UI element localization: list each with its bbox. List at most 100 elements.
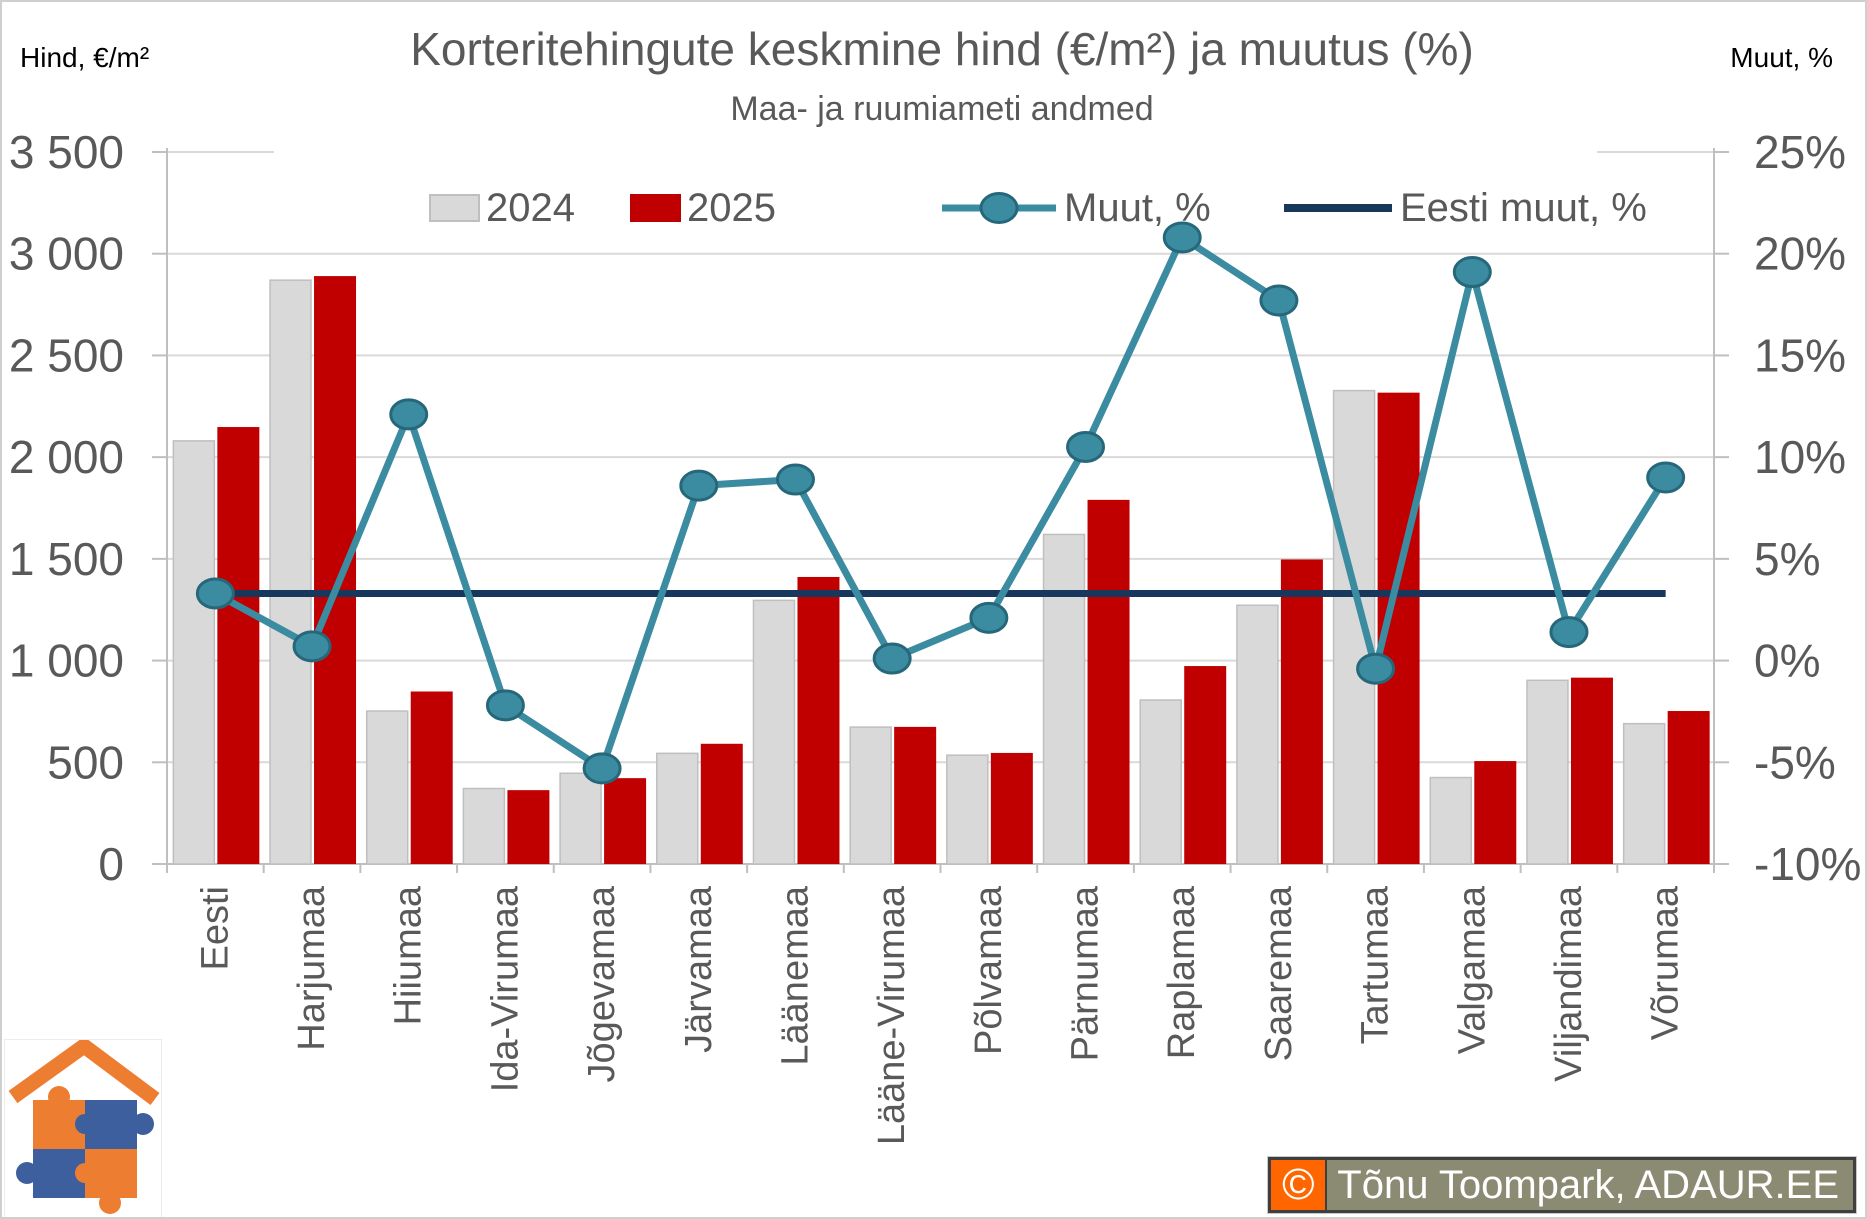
axes (152, 148, 1729, 873)
bar-2024-Valgamaa (1429, 776, 1473, 865)
left-axis-tick-label: 2 500 (9, 329, 124, 381)
legend-label-muut: Muut, % (1064, 185, 1211, 230)
right-axis-tick-label: 25% (1754, 126, 1846, 178)
bar-2024-Raplamaa (1139, 699, 1182, 865)
bar-2024-Läänemaa (752, 599, 796, 865)
adaur-logo (4, 1036, 162, 1217)
bar-2024-Ida-Virumaa (462, 787, 506, 865)
legend-label-eesti-muut: Eesti muut, % (1400, 185, 1647, 230)
right-axis-title: Muut, % (1730, 42, 1833, 73)
attribution-bar: © Tõnu Toompark, ADAUR.EE (1267, 1156, 1857, 1214)
muut-line-marker-icon (942, 192, 1056, 224)
bar-2025-Lääne-Virumaa (894, 726, 937, 864)
chart-subtitle: Maa- ja ruumiameti andmed (730, 90, 1154, 128)
axis-labels: 3 500 25% 3 000 20% 2 500 15% 2 000 10% 1 500 5% 1… (9, 126, 1862, 1145)
x-axis-label-Ida-Virumaa: Ida-Virumaa (484, 885, 526, 1092)
muut-line (213, 233, 1669, 772)
x-axis-label-Pärnumaa: Pärnumaa (1065, 885, 1107, 1061)
left-axis-tick-label: 2 000 (9, 431, 124, 483)
bar-2025-Võrumaa (1667, 711, 1710, 864)
legend-item-2024: 2024 (429, 184, 575, 232)
x-axis-label-Saaremaa: Saaremaa (1258, 885, 1300, 1061)
bar-2025-Harjumaa (314, 276, 357, 864)
legend-swatch-2025 (630, 194, 681, 222)
legend: 2024 2025 Muut, % Eesti muut, % (2, 184, 1865, 232)
bar-2024-Järvamaa (656, 752, 699, 865)
x-axis-label-Järvamaa: Järvamaa (678, 885, 720, 1053)
x-axis-label-Raplamaa: Raplamaa (1161, 885, 1203, 1059)
left-axis-title: Hind, €/m² (20, 42, 150, 73)
bar-2025-Jõgevamaa (604, 778, 647, 864)
bar-2024-Lääne-Virumaa (849, 726, 892, 865)
right-axis-tick-label: -5% (1754, 736, 1836, 788)
bar-2024-Harjumaa (269, 279, 312, 865)
bar-2025-Eesti (217, 427, 260, 864)
muut-marker-Tartumaa (1356, 652, 1396, 685)
bar-2025-Valgamaa (1474, 761, 1517, 864)
bar-2025-Järvamaa (700, 743, 743, 864)
left-axis-tick-label: 3 500 (9, 126, 124, 178)
bar-2024-Pärnumaa (1042, 533, 1086, 865)
left-axis-tick-label: 500 (47, 736, 124, 788)
eesti-muut-line-icon (1284, 204, 1392, 212)
x-axis-label-Põlvamaa: Põlvamaa (968, 885, 1010, 1055)
muut-marker-Saaremaa (1259, 284, 1299, 317)
x-axis-label-Jõgevamaa: Jõgevamaa (581, 885, 623, 1082)
lines (195, 221, 1686, 785)
muut-marker-Eesti (195, 577, 235, 610)
bar-2024-Võrumaa (1622, 722, 1666, 865)
left-axis-tick-label: 1 000 (9, 635, 124, 687)
muut-marker-Põlvamaa (969, 601, 1009, 634)
x-axis-label-Harjumaa: Harjumaa (291, 885, 333, 1051)
x-axis-label-Võrumaa: Võrumaa (1645, 885, 1687, 1040)
right-axis-tick-label: -10% (1754, 838, 1861, 890)
legend-swatch-2024 (429, 194, 480, 222)
muut-marker-Raplamaa (1162, 221, 1202, 254)
legend-item-eesti-muut: Eesti muut, % (1282, 184, 1647, 232)
x-axis-label-Tartumaa: Tartumaa (1355, 885, 1397, 1044)
muut-marker-Järvamaa (679, 469, 719, 502)
muut-marker-Lääne-Virumaa (872, 642, 912, 675)
right-axis-tick-label: 20% (1754, 228, 1846, 280)
chart-title: Korteritehingute keskmine hind (€/m²) ja… (410, 23, 1474, 75)
muut-marker-Läänemaa (775, 463, 815, 496)
legend-item-2025: 2025 (630, 184, 776, 232)
bar-2025-Ida-Virumaa (507, 790, 550, 864)
legend-label-2025: 2025 (687, 185, 776, 230)
bar-2025-Viljandimaa (1570, 677, 1613, 864)
x-axis-label-Eesti: Eesti (194, 886, 236, 970)
x-axis-label-Hiiumaa: Hiiumaa (388, 885, 430, 1025)
muut-marker-Pärnumaa (1066, 430, 1106, 463)
right-axis-tick-label: 0% (1754, 635, 1820, 687)
copyright-icon: © (1271, 1160, 1326, 1210)
x-axis-label-Läänemaa: Läänemaa (774, 885, 816, 1065)
x-axis-label-Viljandimaa: Viljandimaa (1548, 885, 1590, 1082)
x-axis-label-Valgamaa: Valgamaa (1451, 885, 1493, 1054)
muut-marker-Viljandimaa (1549, 616, 1589, 649)
right-axis-tick-label: 15% (1754, 329, 1846, 381)
bar-2024-Viljandimaa (1526, 679, 1569, 865)
legend-item-muut: Muut, % (940, 184, 1211, 232)
bar-2024-Eesti (172, 440, 216, 865)
muut-marker-Võrumaa (1646, 461, 1686, 494)
bar-2024-Põlvamaa (946, 754, 989, 865)
bar-2025-Saaremaa (1280, 559, 1323, 864)
muut-marker-Hiiumaa (389, 398, 429, 431)
bar-2025-Raplamaa (1184, 666, 1227, 864)
bar-2025-Pärnumaa (1087, 499, 1130, 864)
muut-marker-Jõgevamaa (582, 752, 622, 785)
right-axis-tick-label: 10% (1754, 431, 1846, 483)
left-axis-tick-label: 0 (98, 838, 124, 890)
left-axis-tick-label: 3 000 (9, 228, 124, 280)
right-axis-tick-label: 5% (1754, 533, 1820, 585)
muut-marker-Harjumaa (292, 630, 332, 663)
bar-2024-Hiiumaa (365, 710, 409, 865)
muut-marker-Ida-Virumaa (485, 689, 525, 722)
attribution-text: Tõnu Toompark, ADAUR.EE (1325, 1160, 1853, 1210)
chart-header: Korteritehingute keskmine hind (€/m²) ja… (172, 22, 1712, 129)
muut-marker-Valgamaa (1452, 256, 1492, 289)
x-axis-label-Lääne-Virumaa: Lääne-Virumaa (871, 885, 913, 1145)
bars (172, 276, 1710, 865)
